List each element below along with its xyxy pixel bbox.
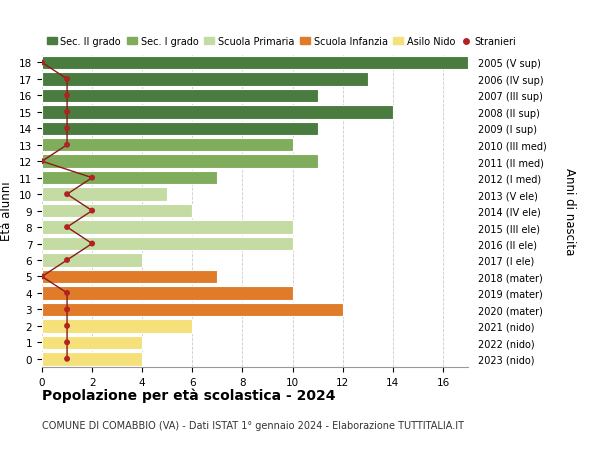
Bar xyxy=(42,270,217,284)
Y-axis label: Età alunni: Età alunni xyxy=(1,181,13,241)
Point xyxy=(62,323,72,330)
Point xyxy=(62,109,72,116)
Point xyxy=(37,273,47,280)
Bar xyxy=(42,254,142,267)
Point xyxy=(37,60,47,67)
Text: Popolazione per età scolastica - 2024: Popolazione per età scolastica - 2024 xyxy=(42,388,335,403)
Bar xyxy=(42,56,468,70)
Point xyxy=(62,355,72,363)
Bar xyxy=(42,155,317,168)
Bar xyxy=(42,188,167,202)
Bar xyxy=(42,73,368,86)
Bar xyxy=(42,319,193,333)
Bar xyxy=(42,336,142,349)
Point xyxy=(62,224,72,231)
Point xyxy=(62,142,72,149)
Bar xyxy=(42,139,293,152)
Point xyxy=(62,290,72,297)
Y-axis label: Anni di nascita: Anni di nascita xyxy=(563,168,576,255)
Point xyxy=(62,92,72,100)
Text: COMUNE DI COMABBIO (VA) - Dati ISTAT 1° gennaio 2024 - Elaborazione TUTTITALIA.I: COMUNE DI COMABBIO (VA) - Dati ISTAT 1° … xyxy=(42,420,464,430)
Legend: Sec. II grado, Sec. I grado, Scuola Primaria, Scuola Infanzia, Asilo Nido, Stran: Sec. II grado, Sec. I grado, Scuola Prim… xyxy=(47,37,517,47)
Bar xyxy=(42,90,317,103)
Point xyxy=(62,257,72,264)
Bar xyxy=(42,122,317,136)
Bar xyxy=(42,221,293,234)
Point xyxy=(62,76,72,84)
Bar xyxy=(42,352,142,366)
Point xyxy=(62,306,72,313)
Point xyxy=(62,339,72,346)
Bar xyxy=(42,237,293,251)
Point xyxy=(88,174,97,182)
Point xyxy=(37,158,47,166)
Point xyxy=(62,191,72,198)
Bar xyxy=(42,172,217,185)
Bar xyxy=(42,204,193,218)
Bar xyxy=(42,286,293,300)
Bar xyxy=(42,106,393,119)
Point xyxy=(88,241,97,248)
Point xyxy=(88,207,97,215)
Bar xyxy=(42,303,343,316)
Point xyxy=(62,125,72,133)
